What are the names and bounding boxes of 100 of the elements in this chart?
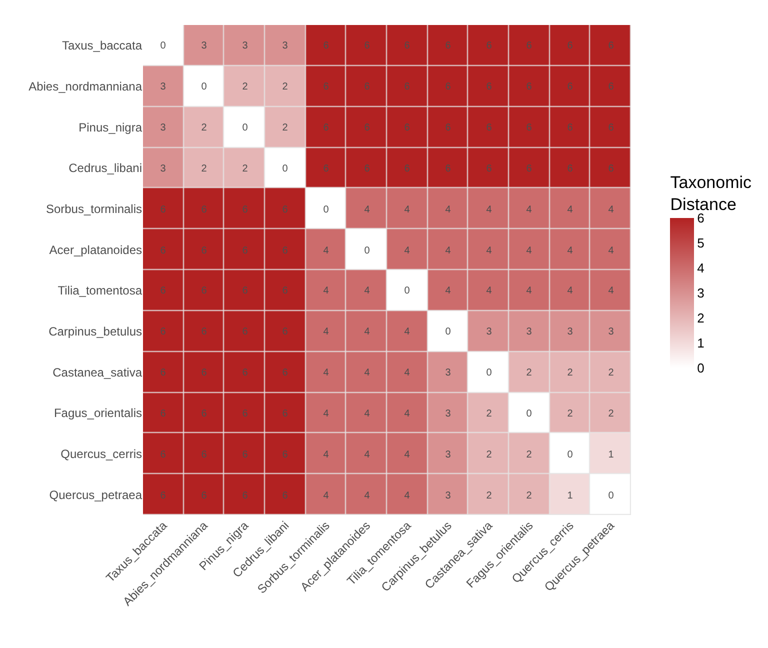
data-label: 6 <box>160 408 166 420</box>
data-label: 0 <box>486 368 492 378</box>
data-label: 6 <box>160 246 166 256</box>
data-label: 6 <box>201 368 208 378</box>
data-label: 4 <box>608 246 614 256</box>
data-label: 4 <box>526 286 532 296</box>
data-label: 4 <box>364 450 370 460</box>
data-label: 3 <box>242 40 248 52</box>
data-label: 6 <box>242 204 248 216</box>
data-label: 6 <box>282 408 288 420</box>
data-label: 0 <box>404 286 410 296</box>
data-label: 6 <box>445 164 452 174</box>
data-label: 2 <box>486 490 492 502</box>
data-label: 0 <box>160 40 166 52</box>
data-label: 2 <box>201 122 208 134</box>
data-label: 6 <box>526 40 532 52</box>
data-label: 2 <box>567 408 574 420</box>
data-label: 4 <box>404 368 410 378</box>
data-label: 4 <box>404 246 410 256</box>
data-label: 2 <box>486 408 492 420</box>
color-bar-label: 1 <box>697 336 704 351</box>
data-label: 2 <box>526 368 532 378</box>
data-label: 2 <box>486 450 492 460</box>
data-label: 4 <box>526 204 532 216</box>
data-label: 6 <box>160 286 166 296</box>
data-label: 3 <box>445 408 452 420</box>
data-label: 6 <box>323 122 330 134</box>
data-label: 6 <box>364 82 370 92</box>
data-label: 4 <box>608 204 614 216</box>
data-label: 6 <box>486 40 492 52</box>
y-tick-label: Tilia_tomentosa <box>58 284 142 298</box>
data-label: 6 <box>323 40 330 52</box>
data-label: 4 <box>364 368 370 378</box>
color-bar-label: 2 <box>697 310 704 326</box>
data-label: 6 <box>526 82 532 92</box>
data-label: 0 <box>608 490 614 502</box>
y-tick-label: Cedrus_libani <box>68 161 142 176</box>
data-label: 4 <box>526 246 532 256</box>
data-label: 3 <box>160 164 166 174</box>
data-label: 4 <box>364 326 370 338</box>
data-label: 6 <box>608 40 614 52</box>
data-label: 4 <box>608 286 614 296</box>
data-label: 6 <box>608 122 614 134</box>
data-label: 4 <box>323 326 330 338</box>
y-tick-label: Castanea_sativa <box>52 365 142 380</box>
data-label: 3 <box>526 326 532 338</box>
y-tick-label: Pinus_nigra <box>78 120 142 134</box>
y-tick-label: Carpinus_betulus <box>48 324 142 338</box>
data-label: 4 <box>404 450 410 460</box>
data-label: 6 <box>486 164 492 174</box>
y-tick-label: Fagus_orientalis <box>54 406 142 420</box>
data-label: 6 <box>201 246 208 256</box>
data-label: 6 <box>242 326 248 338</box>
data-label: 4 <box>364 408 370 420</box>
data-label: 3 <box>608 326 614 338</box>
data-label: 6 <box>160 368 166 378</box>
data-label: 6 <box>323 164 330 174</box>
data-label: 3 <box>445 490 452 502</box>
y-tick-label: Abies_nordmanniana <box>28 79 142 94</box>
data-label: 4 <box>567 204 574 216</box>
data-label: 6 <box>160 490 166 502</box>
data-label: 6 <box>160 326 166 338</box>
data-label: 6 <box>201 408 208 420</box>
data-label: 4 <box>404 326 410 338</box>
data-label: 4 <box>445 286 452 296</box>
data-label: 3 <box>445 368 452 378</box>
y-tick-label: Taxus_baccata <box>62 38 142 53</box>
data-label: 4 <box>364 490 370 502</box>
data-label: 4 <box>445 204 452 216</box>
data-label: 4 <box>364 286 370 296</box>
y-tick-label: Quercus_petraea <box>49 488 142 502</box>
data-label: 6 <box>282 450 288 460</box>
data-label: 6 <box>404 82 410 92</box>
color-bar-label: 0 <box>697 360 704 376</box>
data-label: 4 <box>567 246 574 256</box>
color-bar-label: 3 <box>697 286 704 301</box>
data-label: 6 <box>242 368 248 378</box>
data-label: 0 <box>445 326 452 338</box>
data-label: 4 <box>323 368 330 378</box>
data-label: 6 <box>282 326 288 338</box>
data-label: 6 <box>282 246 288 256</box>
data-label: 3 <box>567 326 574 338</box>
data-label: 6 <box>445 82 452 92</box>
data-label: 3 <box>201 40 208 52</box>
data-label: 2 <box>526 450 532 460</box>
data-label: 4 <box>567 286 574 296</box>
data-label: 0 <box>201 82 208 92</box>
data-label: 6 <box>242 450 248 460</box>
data-label: 4 <box>404 204 410 216</box>
data-label: 6 <box>201 450 208 460</box>
data-label: 6 <box>323 82 330 92</box>
data-label: 6 <box>567 122 574 134</box>
data-label: 0 <box>323 204 330 216</box>
data-label: 6 <box>282 286 288 296</box>
data-label: 3 <box>445 450 452 460</box>
data-label: 0 <box>526 408 532 420</box>
color-bar-label: 5 <box>697 236 704 251</box>
data-label: 6 <box>201 204 208 216</box>
data-label: 6 <box>567 82 574 92</box>
data-label: 6 <box>282 490 288 502</box>
